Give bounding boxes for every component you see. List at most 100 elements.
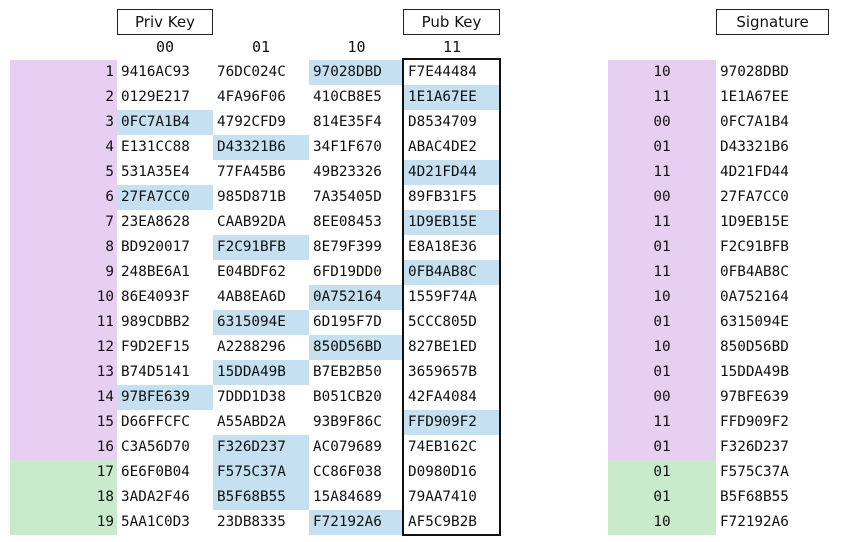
signature-bits: 01 (608, 310, 716, 335)
key-cell: A2288296 (217, 339, 286, 355)
row-number: 13 (10, 360, 117, 385)
key-cell: FFD909F2 (404, 410, 500, 435)
key-cell: 7DDD1D38 (217, 389, 286, 405)
signature-value: 850D56BD (720, 339, 789, 355)
key-cell: F9D2EF15 (121, 339, 190, 355)
key-cell: 9416AC93 (121, 64, 190, 80)
row-number: 19 (10, 510, 117, 535)
key-cell: 23EA8628 (121, 214, 190, 230)
row-number: 10 (10, 285, 117, 310)
key-cell: B74D5141 (121, 364, 190, 380)
key-cell: F2C91BFB (213, 235, 309, 260)
signature-value: 0FC7A1B4 (720, 114, 789, 130)
key-cell: 5AA1C0D3 (121, 514, 190, 530)
signature-value: 0A752164 (720, 289, 789, 305)
row-number: 1 (10, 60, 117, 85)
signature-bits: 01 (608, 460, 716, 485)
key-cell: 3659657B (408, 364, 477, 380)
signature-bits: 00 (608, 385, 716, 410)
row-number: 2 (10, 85, 117, 110)
key-cell: AC079689 (313, 439, 382, 455)
signature-bits: 10 (608, 335, 716, 360)
signature-value: F326D237 (720, 439, 789, 455)
key-cell: AF5C9B2B (408, 514, 477, 530)
key-cell: 410CB8E5 (313, 89, 382, 105)
key-cell: 77FA45B6 (217, 164, 286, 180)
signature-value: 4D21FD44 (720, 164, 789, 180)
key-cell: 15A84689 (313, 489, 382, 505)
key-cell: 6FD19DD0 (313, 264, 382, 280)
signature-bits: 11 (608, 410, 716, 435)
signature-bits: 11 (608, 160, 716, 185)
column-header-01: 01 (251, 38, 271, 56)
key-cell: F326D237 (213, 435, 309, 460)
key-cell: 49B23326 (313, 164, 382, 180)
row-number: 5 (10, 160, 117, 185)
row-number: 16 (10, 435, 117, 460)
signature-value: 1D9EB15E (720, 214, 789, 230)
row-number: 18 (10, 485, 117, 510)
key-cell: F72192A6 (309, 510, 404, 535)
key-cell: 97BFE639 (117, 385, 213, 410)
key-cell: 86E4093F (121, 289, 190, 305)
signature-value: 1E1A67EE (720, 89, 789, 105)
key-cell: 6E6F0B04 (121, 464, 190, 480)
key-cell: 985D871B (217, 189, 286, 205)
key-cell: 850D56BD (309, 335, 404, 360)
row-number: 14 (10, 385, 117, 410)
signature-header: Signature (716, 9, 829, 35)
key-cell: 6315094E (213, 310, 309, 335)
signature-value: 97028DBD (720, 64, 789, 80)
signature-bits: 11 (608, 85, 716, 110)
key-cell: 42FA4084 (408, 389, 477, 405)
signature-bits: 10 (608, 60, 716, 85)
key-cell: 4792CFD9 (217, 114, 286, 130)
row-number: 3 (10, 110, 117, 135)
key-cell: 989CDBB2 (121, 314, 190, 330)
key-cell: 74EB162C (408, 439, 477, 455)
key-cell: 97028DBD (309, 60, 404, 85)
signature-bits: 01 (608, 135, 716, 160)
key-cell: 5CCC805D (408, 314, 477, 330)
key-cell: 0FC7A1B4 (117, 110, 213, 135)
signature-value: 15DDA49B (720, 364, 789, 380)
key-cell: ABAC4DE2 (408, 139, 477, 155)
key-cell: 8EE08453 (313, 214, 382, 230)
key-cell: E8A18E36 (408, 239, 477, 255)
signature-bits: 01 (608, 435, 716, 460)
key-cell: 4D21FD44 (404, 160, 500, 185)
key-cell: CC86F038 (313, 464, 382, 480)
signature-bits: 01 (608, 485, 716, 510)
key-cell: 34F1F670 (313, 139, 382, 155)
row-number: 7 (10, 210, 117, 235)
signature-bits: 01 (608, 360, 716, 385)
key-cell: E131CC88 (121, 139, 190, 155)
signature-value: F575C37A (720, 464, 789, 480)
key-cell: B051CB20 (313, 389, 382, 405)
key-cell: 0FB4AB8C (404, 260, 500, 285)
column-header-00: 00 (155, 38, 175, 56)
key-cell: D8534709 (408, 114, 477, 130)
column-header-11: 11 (442, 38, 462, 56)
signature-bits: 11 (608, 260, 716, 285)
row-number: 4 (10, 135, 117, 160)
key-cell: A55ABD2A (217, 414, 286, 430)
signature-bits: 10 (608, 510, 716, 535)
key-cell: B5F68B55 (213, 485, 309, 510)
row-number: 17 (10, 460, 117, 485)
row-number: 6 (10, 185, 117, 210)
signature-value: D43321B6 (720, 139, 789, 155)
signature-bits: 11 (608, 210, 716, 235)
key-cell: 27FA7CC0 (117, 185, 213, 210)
key-cell: 79AA7410 (408, 489, 477, 505)
column-header-10: 10 (347, 38, 366, 56)
key-cell: D66FFCFC (121, 414, 190, 430)
row-number: 12 (10, 335, 117, 360)
row-number: 9 (10, 260, 117, 285)
signature-value: F72192A6 (720, 514, 789, 530)
signature-value: 27FA7CC0 (720, 189, 789, 205)
signature-bits: 10 (608, 285, 716, 310)
row-number: 15 (10, 410, 117, 435)
key-cell: 15DDA49B (213, 360, 309, 385)
key-cell: C3A56D70 (121, 439, 190, 455)
